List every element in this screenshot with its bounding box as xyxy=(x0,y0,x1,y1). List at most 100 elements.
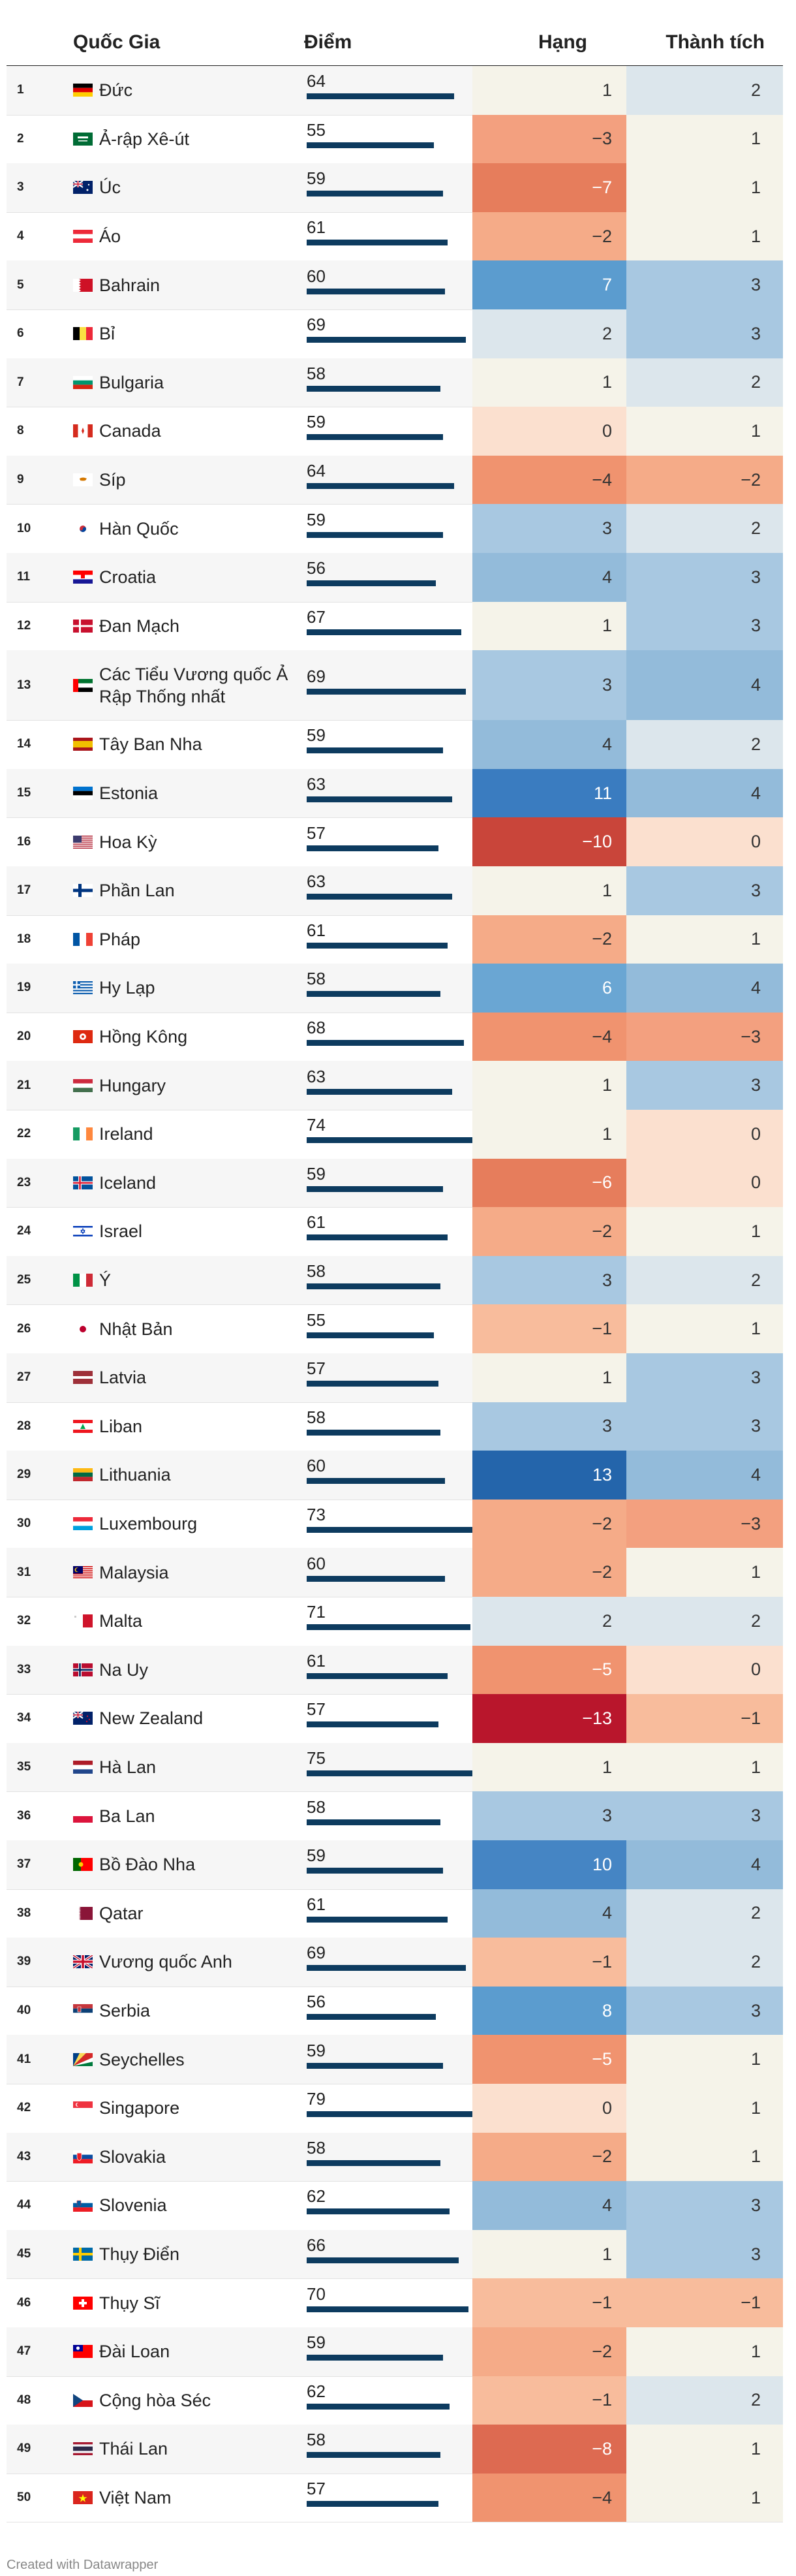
score-bar xyxy=(307,845,438,851)
score-value: 60 xyxy=(307,1456,326,1476)
rank-change-cell: −1 xyxy=(472,1938,626,1987)
header-country[interactable]: Quốc Gia xyxy=(73,31,161,53)
score-value: 59 xyxy=(307,412,326,432)
row-number: 49 xyxy=(17,2442,31,2456)
header-achievement[interactable]: Thành tích xyxy=(666,31,765,53)
flag-sg-icon xyxy=(73,2101,93,2115)
flag-lt-icon xyxy=(73,1468,93,1482)
score-bar xyxy=(307,240,448,246)
flag-il-icon xyxy=(73,1225,93,1238)
achievement-cell: 4 xyxy=(626,1840,783,1889)
rank-change-cell: −5 xyxy=(472,2035,626,2084)
score-value: 59 xyxy=(307,2040,326,2060)
rank-change-value: 4 xyxy=(602,1903,612,1923)
flag-ca-icon xyxy=(73,424,93,438)
score-value: 71 xyxy=(307,1602,326,1622)
score-value: 74 xyxy=(307,1115,326,1135)
achievement-value: 1 xyxy=(750,1562,761,1582)
score-bar xyxy=(307,2062,443,2069)
table-row: 29 Lithuania 60 13 4 xyxy=(7,1451,783,1500)
rank-change-value: −4 xyxy=(592,469,612,490)
row-number: 15 xyxy=(17,786,31,800)
rank-change-cell: 10 xyxy=(472,1840,626,1889)
table-row: 44 Slovenia 62 4 3 xyxy=(7,2181,783,2231)
row-number: 13 xyxy=(17,678,31,692)
table-row: 35 Hà Lan 75 1 1 xyxy=(7,1742,783,1793)
row-number: 38 xyxy=(17,1906,31,1920)
achievement-value: 3 xyxy=(750,1416,761,1436)
flag-cz-icon xyxy=(73,2393,93,2407)
achievement-value: 1 xyxy=(750,177,761,197)
score-value: 56 xyxy=(307,558,326,578)
score-bar xyxy=(307,2355,443,2361)
score-bar xyxy=(307,1478,445,1484)
achievement-cell: 1 xyxy=(626,212,783,261)
score-value: 64 xyxy=(307,461,326,481)
rank-change-cell: −3 xyxy=(472,114,626,164)
score-value: 64 xyxy=(307,71,326,91)
country-name: Phần Lan xyxy=(99,881,175,901)
country-name: Bulgaria xyxy=(99,372,164,392)
country-name: Malaysia xyxy=(99,1562,169,1582)
flag-lb-icon xyxy=(73,1419,93,1433)
achievement-cell: 1 xyxy=(626,2084,783,2133)
row-number: 7 xyxy=(17,375,24,389)
score-bar xyxy=(307,288,445,294)
country-name: Hàn Quốc xyxy=(99,518,179,539)
flag-hr-icon xyxy=(73,571,93,584)
score-bar xyxy=(307,2160,440,2166)
row-number: 21 xyxy=(17,1078,31,1092)
score-bar xyxy=(307,688,466,695)
country-name: Hà Lan xyxy=(99,1757,157,1778)
rank-change-value: −2 xyxy=(592,226,612,246)
header-score[interactable]: Điểm xyxy=(304,31,352,53)
achievement-value: 2 xyxy=(750,1951,761,1971)
achievement-cell: 4 xyxy=(626,964,783,1013)
score-bar xyxy=(307,1965,466,1971)
rank-change-cell: 1 xyxy=(472,66,626,115)
row-number: 24 xyxy=(17,1224,31,1238)
rank-change-cell: 6 xyxy=(472,964,626,1013)
row-number: 50 xyxy=(17,2490,31,2505)
table-row: 24 Israel 61 −2 1 xyxy=(7,1207,783,1257)
flag-ch-icon xyxy=(73,2296,93,2310)
header-rank[interactable]: Hạng xyxy=(538,31,587,53)
rank-change-cell: 3 xyxy=(472,1402,626,1451)
rank-change-cell: −13 xyxy=(472,1694,626,1743)
table-row: 46 Thụy Sĩ 70 −1 −1 xyxy=(7,2278,783,2328)
achievement-value: 1 xyxy=(750,2049,761,2069)
achievement-value: 3 xyxy=(750,2000,761,2020)
rank-change-cell: −1 xyxy=(472,2278,626,2327)
rank-change-cell: −1 xyxy=(472,1304,626,1353)
row-number: 19 xyxy=(17,981,31,995)
table-row: 21 Hungary 63 1 3 xyxy=(7,1061,783,1110)
achievement-cell: 3 xyxy=(626,553,783,602)
country-name: Liban xyxy=(99,1416,143,1436)
achievement-value: 1 xyxy=(750,1757,761,1777)
rank-change-value: 2 xyxy=(602,1610,612,1631)
table-row: 16 Hoa Kỳ 57 −10 0 xyxy=(7,817,783,867)
score-value: 61 xyxy=(307,217,326,238)
rank-change-value: 13 xyxy=(592,1464,612,1484)
score-value: 61 xyxy=(307,1894,326,1914)
rank-change-cell: −2 xyxy=(472,915,626,964)
score-value: 58 xyxy=(307,2137,326,2158)
score-value: 61 xyxy=(307,920,326,940)
table-header: Quốc Gia Điểm Hạng Thành tích xyxy=(7,0,783,67)
score-value: 73 xyxy=(307,1505,326,1525)
score-bar xyxy=(307,629,461,635)
score-value: 75 xyxy=(307,1748,326,1768)
rank-change-value: −7 xyxy=(592,177,612,197)
flag-at-icon xyxy=(73,230,93,243)
country-name: Slovakia xyxy=(99,2146,166,2167)
score-bar xyxy=(307,1527,475,1533)
flag-be-icon xyxy=(73,327,93,341)
row-number: 12 xyxy=(17,618,31,633)
achievement-value: 3 xyxy=(750,1806,761,1826)
score-value: 63 xyxy=(307,1066,326,1086)
score-bar xyxy=(307,1234,448,1241)
table-row: 43 Slovakia 58 −2 1 xyxy=(7,2132,783,2182)
rank-change-value: 6 xyxy=(602,977,612,997)
score-bar xyxy=(307,337,466,343)
achievement-value: 1 xyxy=(750,1319,761,1339)
